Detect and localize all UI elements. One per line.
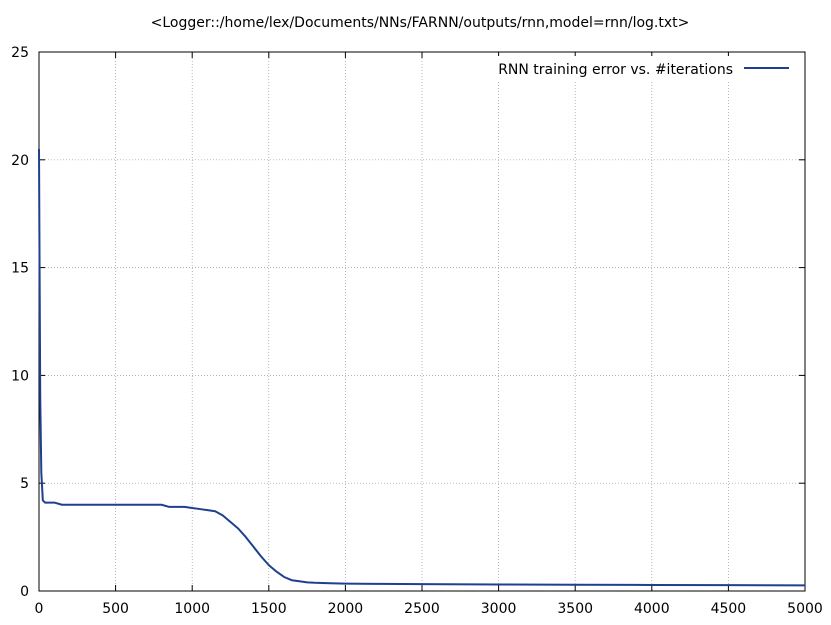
x-tick-label: 3500 [557,601,593,617]
axis-ticks: 0 500 1000 1500 2000 2500 3000 3500 4000 4500 5000… [11,45,823,617]
chart-title: <Logger::/home/lex/Documents/NNs/FARNN/o… [151,15,690,31]
y-tick-label: 25 [11,45,29,61]
grid-lines [39,52,805,591]
y-tick-label: 10 [11,368,29,384]
x-tick-label: 0 [35,601,44,617]
y-tick-label: 0 [20,584,29,600]
plot-frame [38,51,806,592]
series-layer [38,149,806,587]
x-tick-label: 500 [102,601,129,617]
x-tick-label: 4500 [711,601,747,617]
x-tick-label: 1000 [174,601,210,617]
legend-background [455,56,797,82]
x-tick-label: 5000 [787,601,823,617]
y-tick-label: 15 [11,261,29,277]
series-line [38,149,806,587]
legend-label: RNN training error vs. #iterations [498,62,733,78]
x-tick-label: 2000 [328,601,364,617]
x-tick-label: 4000 [634,601,670,617]
y-tick-label: 5 [20,476,29,492]
x-tick-label: 1500 [251,601,287,617]
x-tick-label: 2500 [404,601,440,617]
legend: RNN training error vs. #iterations [455,56,797,82]
x-tick-label: 3000 [481,601,517,617]
y-tick-label: 20 [11,153,29,169]
